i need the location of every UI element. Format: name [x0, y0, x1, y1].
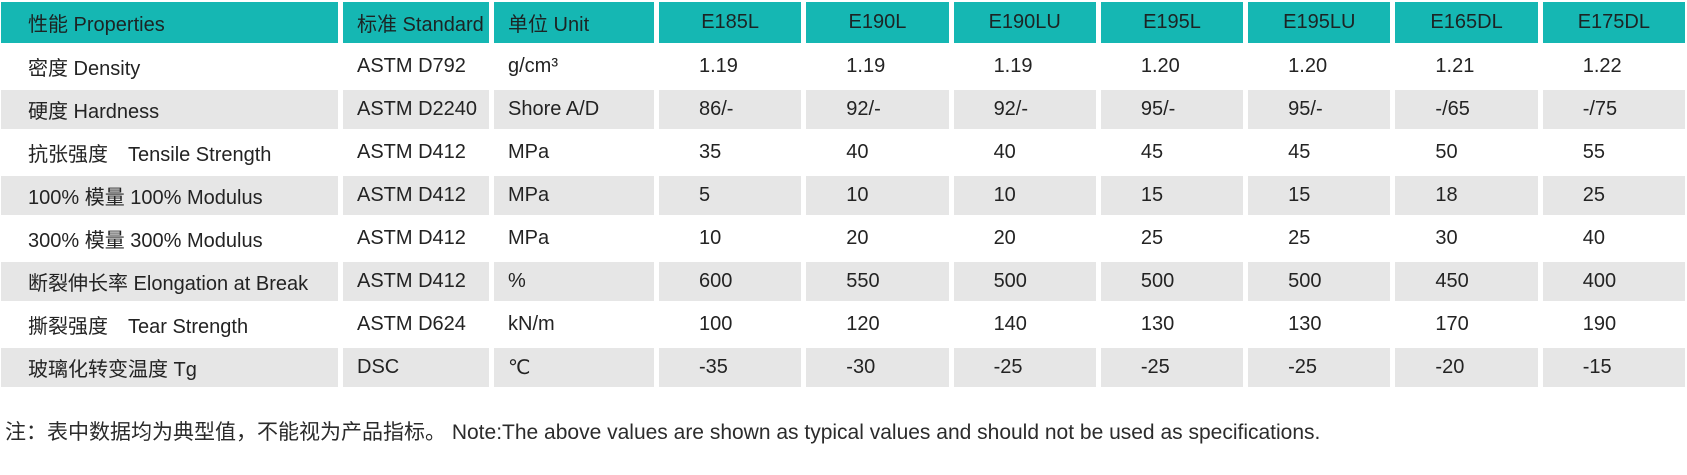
unit-cell: ℃: [494, 348, 654, 387]
value-cell-e165dl: 30: [1395, 219, 1538, 258]
value-cell-e185l: -35: [659, 348, 802, 387]
standard-cell: ASTM D412: [343, 262, 489, 301]
property-cell: 撕裂强度 Tear Strength: [1, 305, 338, 344]
column-header-unit: 单位 Unit: [494, 2, 654, 43]
column-header-e195l: E195L: [1100, 2, 1244, 43]
value-cell-e190lu: 140: [953, 305, 1096, 344]
value-cell-e195lu: 15: [1248, 176, 1391, 215]
value-cell-e165dl: -/65: [1395, 90, 1538, 129]
value-cell-e175dl: 400: [1542, 262, 1685, 301]
value-cell-e175dl: 40: [1542, 219, 1685, 258]
value-cell-e190l: 550: [806, 262, 949, 301]
standard-cell: DSC: [343, 348, 489, 387]
unit-cell: kN/m: [494, 305, 654, 344]
value-cell-e190lu: 20: [953, 219, 1096, 258]
value-cell-e190l: 120: [806, 305, 949, 344]
value-cell-e195l: 130: [1100, 305, 1244, 344]
unit-cell: MPa: [494, 176, 654, 215]
value-cell-e190l: 20: [806, 219, 949, 258]
value-cell-e185l: 100: [659, 305, 802, 344]
value-cell-e185l: 10: [659, 219, 802, 258]
property-cell: 100% 模量 100% Modulus: [1, 176, 338, 215]
property-cell: 抗张强度 Tensile Strength: [1, 133, 338, 172]
value-cell-e195lu: 45: [1248, 133, 1391, 172]
datasheet: 性能 Properties 标准 Standard 单位 Unit E185L E190…: [1, 2, 1685, 444]
value-cell-e195l: 25: [1100, 219, 1244, 258]
value-cell-e165dl: 50: [1395, 133, 1538, 172]
value-cell-e195lu: 500: [1248, 262, 1391, 301]
property-cell: 300% 模量 300% Modulus: [1, 219, 338, 258]
column-header-e165dl: E165DL: [1395, 2, 1538, 43]
value-cell-e195l: 1.20: [1100, 47, 1244, 86]
column-header-e190l: E190L: [806, 2, 949, 43]
value-cell-e190lu: 500: [953, 262, 1096, 301]
value-cell-e190l: 10: [806, 176, 949, 215]
value-cell-e185l: 1.19: [659, 47, 802, 86]
value-cell-e195l: 500: [1100, 262, 1244, 301]
property-cell: 玻璃化转变温度 Tg: [1, 348, 338, 387]
unit-cell: g/cm³: [494, 47, 654, 86]
value-cell-e185l: 86/-: [659, 90, 802, 129]
value-cell-e175dl: -/75: [1542, 90, 1685, 129]
property-cell: 密度 Density: [1, 47, 338, 86]
value-cell-e195l: 15: [1100, 176, 1244, 215]
standard-cell: ASTM D412: [343, 176, 489, 215]
value-cell-e190l: 40: [806, 133, 949, 172]
standard-cell: ASTM D412: [343, 133, 489, 172]
unit-cell: MPa: [494, 219, 654, 258]
value-cell-e195lu: -25: [1248, 348, 1391, 387]
value-cell-e175dl: 55: [1542, 133, 1685, 172]
value-cell-e190lu: 1.19: [953, 47, 1096, 86]
column-header-property: 性能 Properties: [1, 2, 338, 43]
column-header-e195lu: E195LU: [1248, 2, 1391, 43]
property-cell: 硬度 Hardness: [1, 90, 338, 129]
value-cell-e190l: -30: [806, 348, 949, 387]
column-header-e190lu: E190LU: [953, 2, 1096, 43]
column-header-e185l: E185L: [659, 2, 802, 43]
value-cell-e190l: 1.19: [806, 47, 949, 86]
value-cell-e195l: 45: [1100, 133, 1244, 172]
unit-cell: Shore A/D: [494, 90, 654, 129]
value-cell-e165dl: -20: [1395, 348, 1538, 387]
value-cell-e165dl: 1.21: [1395, 47, 1538, 86]
value-cell-e175dl: -15: [1542, 348, 1685, 387]
value-cell-e190l: 92/-: [806, 90, 949, 129]
standard-cell: ASTM D412: [343, 219, 489, 258]
value-cell-e195l: 95/-: [1100, 90, 1244, 129]
value-cell-e165dl: 170: [1395, 305, 1538, 344]
footnote: 注：表中数据均为典型值，不能视为产品指标。 Note:The above val…: [5, 421, 1321, 444]
unit-cell: %: [494, 262, 654, 301]
value-cell-e190lu: 10: [953, 176, 1096, 215]
value-cell-e175dl: 25: [1542, 176, 1685, 215]
value-cell-e165dl: 18: [1395, 176, 1538, 215]
value-cell-e175dl: 1.22: [1542, 47, 1685, 86]
value-cell-e190lu: -25: [953, 348, 1096, 387]
value-cell-e185l: 600: [659, 262, 802, 301]
value-cell-e195lu: 1.20: [1248, 47, 1391, 86]
column-header-e175dl: E175DL: [1542, 2, 1685, 43]
properties-table: 性能 Properties 标准 Standard 单位 Unit E185L E190…: [1, 2, 1685, 387]
standard-cell: ASTM D2240: [343, 90, 489, 129]
value-cell-e165dl: 450: [1395, 262, 1538, 301]
value-cell-e195lu: 25: [1248, 219, 1391, 258]
standard-cell: ASTM D624: [343, 305, 489, 344]
value-cell-e185l: 5: [659, 176, 802, 215]
value-cell-e190lu: 40: [953, 133, 1096, 172]
property-cell: 断裂伸长率 Elongation at Break: [1, 262, 338, 301]
value-cell-e195l: -25: [1100, 348, 1244, 387]
value-cell-e190lu: 92/-: [953, 90, 1096, 129]
column-header-standard: 标准 Standard: [343, 2, 489, 43]
standard-cell: ASTM D792: [343, 47, 489, 86]
value-cell-e185l: 35: [659, 133, 802, 172]
unit-cell: MPa: [494, 133, 654, 172]
value-cell-e195lu: 130: [1248, 305, 1391, 344]
value-cell-e195lu: 95/-: [1248, 90, 1391, 129]
value-cell-e175dl: 190: [1542, 305, 1685, 344]
